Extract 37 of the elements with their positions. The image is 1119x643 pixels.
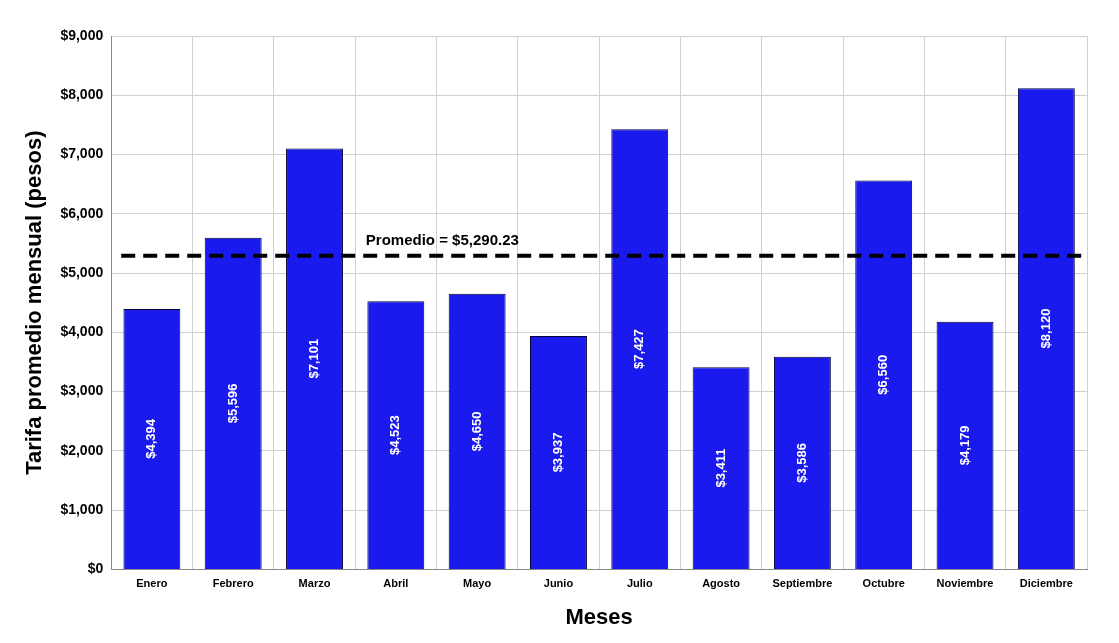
data-label: $4,523 — [387, 415, 403, 455]
data-label: $7,427 — [631, 329, 647, 369]
y-tick-label: $2,000 — [60, 441, 104, 458]
y-tick-label: $1,000 — [60, 500, 104, 517]
data-label: $6,560 — [875, 354, 891, 395]
data-label: $3,937 — [550, 432, 566, 473]
data-label: $3,586 — [793, 443, 809, 483]
data-label: $4,179 — [956, 425, 972, 466]
y-tick-label: $5,000 — [60, 263, 104, 280]
x-tick-label: Julio — [626, 577, 653, 590]
y-tick-label: $7,000 — [60, 145, 104, 162]
y-axis-title: Tarifa promedio mensual (pesos) — [21, 130, 47, 475]
ref-line-label: Promedio = $5,290.23 — [365, 230, 519, 248]
data-label: $5,596 — [224, 383, 240, 424]
data-label: $4,650 — [468, 411, 484, 452]
x-tick-label: Septiembre — [772, 577, 833, 590]
y-tick-label: $8,000 — [60, 86, 104, 103]
y-tick-label: $3,000 — [60, 382, 104, 399]
y-tick-label: $9,000 — [60, 26, 104, 43]
x-tick-label: Febrero — [212, 577, 254, 590]
y-tick-label: $6,000 — [60, 204, 104, 221]
x-tick-label: Mayo — [463, 577, 492, 590]
x-tick-label: Junio — [543, 577, 574, 590]
y-tick-label: $0 — [87, 560, 104, 577]
x-tick-label: Octubre — [862, 577, 905, 590]
x-tick-label: Diciembre — [1019, 577, 1073, 590]
data-label: $7,101 — [306, 338, 322, 379]
x-axis-title: Meses — [565, 603, 633, 629]
y-tick-label: $4,000 — [60, 323, 104, 340]
data-label: $4,394 — [143, 418, 159, 459]
x-tick-label: Marzo — [298, 577, 331, 590]
data-label: $3,411 — [712, 448, 728, 488]
x-tick-label: Abril — [383, 577, 409, 590]
x-tick-label: Enero — [136, 577, 168, 590]
x-tick-label: Agosto — [702, 577, 741, 590]
x-tick-label: Noviembre — [936, 577, 994, 590]
data-label: $8,120 — [1037, 308, 1053, 349]
